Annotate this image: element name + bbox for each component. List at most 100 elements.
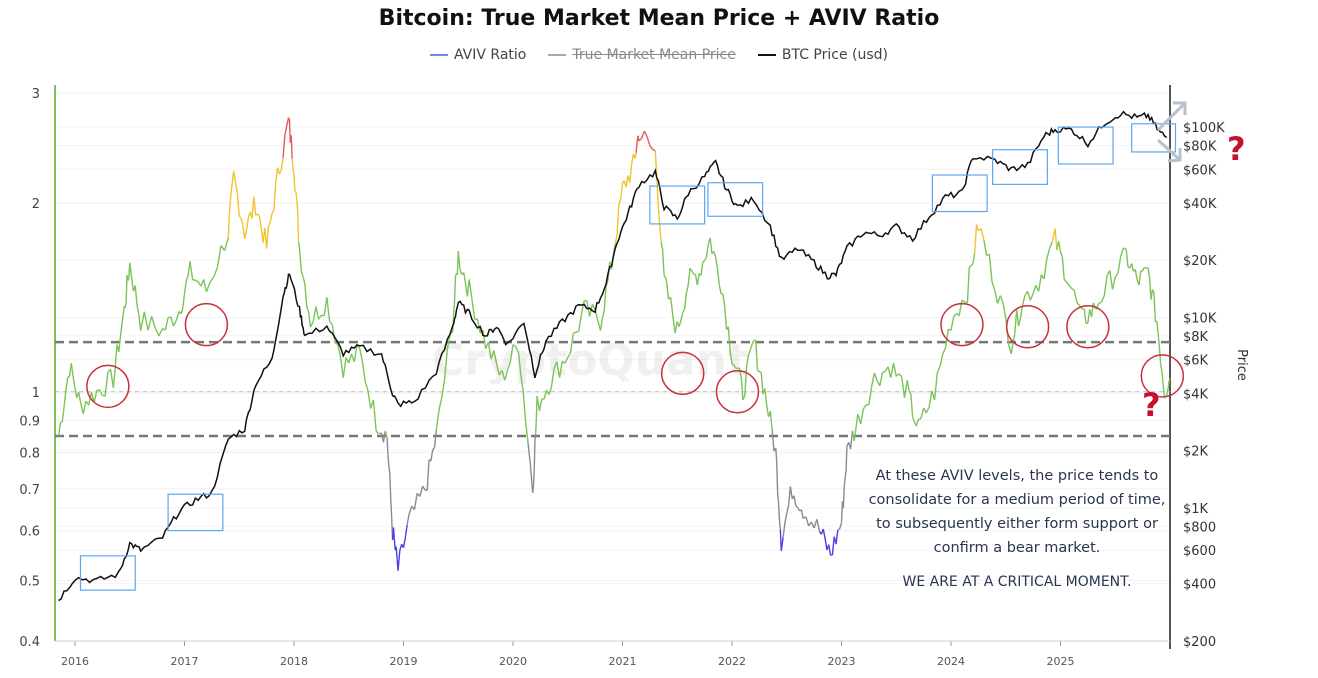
aviv-segment: [114, 344, 118, 369]
legend-item-aviv[interactable]: AVIV Ratio: [429, 47, 526, 63]
aviv-segment: [1014, 308, 1018, 334]
aviv-segment: [672, 315, 676, 334]
aviv-segment: [879, 372, 884, 386]
aviv-segment: [1054, 228, 1058, 250]
aviv-segment: [925, 406, 930, 414]
aviv-segment: [298, 247, 302, 271]
x-tick-label: 2023: [828, 655, 856, 668]
aviv-segment: [1026, 291, 1032, 301]
chart-title: Bitcoin: True Market Mean Price + AVIV R…: [378, 6, 940, 31]
aviv-segment: [849, 430, 854, 450]
aviv-segment: [828, 544, 832, 556]
aviv-segment: [980, 228, 985, 241]
aviv-segment: [236, 194, 240, 217]
aviv-segment: [307, 311, 312, 328]
critical-level-circle: [660, 351, 705, 396]
aviv-segment: [718, 284, 722, 294]
aviv-segment: [1114, 272, 1119, 278]
aviv-segment: [895, 373, 900, 377]
aviv-segment: [616, 204, 620, 236]
aviv-segment: [572, 331, 577, 335]
aviv-segment: [375, 430, 379, 434]
aviv-segment: [433, 429, 438, 448]
aviv-segment: [942, 347, 947, 355]
aviv-segment: [853, 426, 857, 441]
aviv-segment: [392, 527, 396, 540]
legend-item-btc-price[interactable]: BTC Price (usd): [757, 47, 888, 63]
aviv-segment: [890, 363, 895, 378]
right-tick-label: $10K: [1183, 311, 1217, 326]
consolidation-box: [167, 493, 224, 532]
aviv-segment: [490, 350, 495, 360]
aviv-segment: [614, 235, 618, 244]
aviv-segment: [558, 360, 563, 378]
aviv-segment: [189, 261, 194, 280]
aviv-segment: [119, 320, 124, 335]
right-tick-label: $400: [1183, 578, 1216, 593]
aviv-segment: [1103, 275, 1108, 296]
aviv-segment: [641, 130, 646, 139]
aviv-segment: [532, 471, 535, 487]
aviv-segment: [603, 286, 607, 311]
aviv-segment: [845, 445, 848, 471]
aviv-segment: [275, 167, 279, 182]
aviv-segment: [1100, 295, 1105, 303]
btc-price-line: [58, 110, 1168, 602]
aviv-segment: [216, 245, 222, 268]
aviv-segment: [683, 293, 688, 310]
aviv-segment: [1076, 301, 1081, 307]
aviv-segment: [1073, 290, 1078, 303]
aviv-segment: [258, 215, 262, 227]
aviv-segment: [700, 261, 704, 276]
aviv-segment: [70, 363, 74, 378]
aviv-segment: [1016, 308, 1020, 327]
aviv-segment: [93, 390, 98, 403]
aviv-segment: [724, 306, 728, 330]
critical-level-circle: [1140, 354, 1185, 398]
aviv-segment: [282, 135, 286, 158]
aviv-segment: [164, 317, 169, 331]
aviv-segment: [397, 550, 401, 571]
aviv-segment: [522, 391, 527, 422]
aviv-segment: [63, 390, 67, 408]
aviv-segment: [124, 302, 127, 308]
aviv-segment: [920, 407, 925, 419]
aviv-segment: [1166, 388, 1169, 394]
aviv-segment: [404, 524, 408, 538]
aviv-segment: [898, 373, 903, 378]
right-tick-label: $2K: [1183, 445, 1209, 460]
aviv-segment: [970, 263, 974, 267]
aviv-segment: [471, 298, 476, 320]
aviv-segment: [1138, 270, 1142, 286]
aviv-segment: [312, 306, 317, 323]
aviv-segment: [764, 388, 768, 406]
aviv-segment: [656, 177, 659, 207]
aviv-segment: [432, 447, 436, 451]
aviv-segment: [953, 312, 958, 318]
aviv-segment: [759, 370, 762, 374]
aviv-segment: [154, 327, 160, 337]
legend-item-true-market-mean[interactable]: True Market Mean Price: [548, 47, 736, 63]
aviv-segment: [273, 181, 277, 210]
aviv-segment: [468, 279, 473, 300]
aviv-segment: [793, 495, 797, 506]
right-tick-label: $800: [1183, 520, 1216, 535]
aviv-segment: [202, 279, 208, 293]
aviv-segment: [229, 193, 232, 205]
consolidation-box: [1057, 126, 1114, 165]
aviv-segment: [109, 369, 115, 388]
aviv-segment: [306, 306, 310, 313]
aviv-segment: [906, 380, 910, 391]
aviv-segment: [649, 145, 654, 150]
aviv-segment: [233, 171, 237, 184]
aviv-segment: [452, 299, 456, 313]
aviv-segment: [619, 182, 624, 200]
aviv-segment: [652, 148, 656, 152]
aviv-segment: [463, 272, 467, 284]
aviv-segment: [691, 270, 695, 275]
aviv-segment: [591, 304, 596, 310]
aviv-segment: [800, 509, 804, 519]
right-tick-label: $600: [1183, 544, 1216, 559]
aviv-segment: [399, 544, 403, 551]
aviv-segment: [567, 352, 572, 358]
